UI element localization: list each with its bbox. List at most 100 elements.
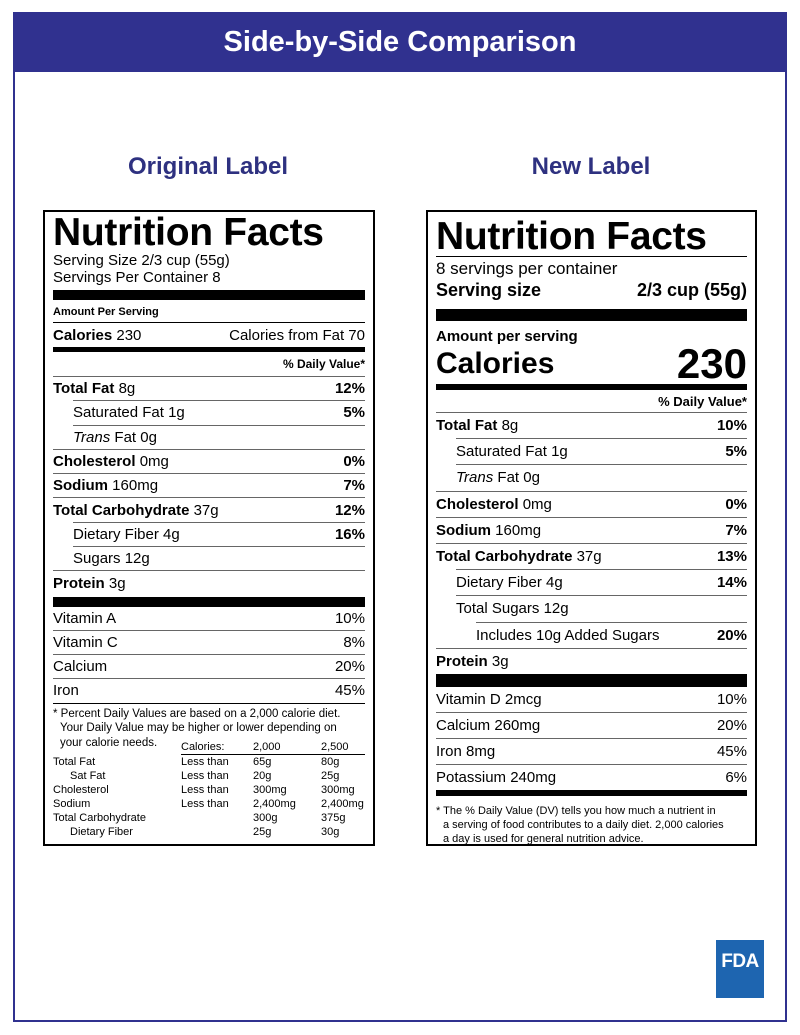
nutrient-amount: 12g <box>124 550 150 568</box>
footnote-line: Your Daily Value may be higher or lower … <box>60 722 337 735</box>
daily-value: 7% <box>725 521 747 539</box>
vitamin-name: Calcium <box>53 657 108 675</box>
new-label: Nutrition Facts 8 servings per container… <box>426 210 757 846</box>
vitamin-name: Vitamin D <box>436 690 501 708</box>
nutrient-label: Total Carbohydrate 37g <box>53 502 219 519</box>
table-cell: 20g <box>253 769 272 782</box>
table-header: Calories: <box>181 736 253 755</box>
nutrient-label: Sodium 160mg <box>436 522 541 539</box>
daily-value: 45% <box>334 681 365 699</box>
nutrient-name: Protein <box>436 652 488 670</box>
bar <box>53 290 365 300</box>
table-cell: 65g <box>253 755 272 768</box>
frame <box>13 12 787 1022</box>
nutrient-name: Protein <box>53 574 105 592</box>
reference-table: your calorie needs. Calories: 2,000 2,50… <box>53 736 365 839</box>
footnote-line: a day is used for general nutrition advi… <box>443 832 644 845</box>
nutrient-amount: 160mg <box>495 521 542 539</box>
nutrient-row: Includes 10g Added Sugars 20% <box>476 621 747 648</box>
daily-value-header: % Daily Value* <box>658 394 747 409</box>
nutrient-amount: 8g <box>501 417 519 435</box>
serving-size-amount: 2/3 cup (55g) <box>636 280 747 300</box>
nutrient-label: Protein 3g <box>53 575 126 592</box>
nutrient-row: Total Carbohydrate 37g 13% <box>436 542 747 569</box>
nutrient-row: Saturated Fat 1g 5% <box>456 438 747 464</box>
nutrient-name: Sodium <box>436 521 491 539</box>
nutrient-amount: 8g <box>118 380 136 398</box>
daily-value: 5% <box>725 443 747 461</box>
header-title: Side-by-Side Comparison <box>13 12 787 72</box>
nutrient-label: Dietary Fiber 4g <box>456 574 563 591</box>
daily-value-header: % Daily Value* <box>282 357 365 371</box>
table-cell: 300mg <box>253 783 287 796</box>
serving-size: Serving Size 2/3 cup (55g) <box>53 252 230 269</box>
bar <box>53 347 365 352</box>
nutrient-name: Saturated Fat <box>456 443 547 461</box>
nutrient-label: Total Sugars 12g <box>456 600 569 617</box>
label-heading: New Label <box>531 153 651 180</box>
nutrient-label: Cholesterol 0mg <box>53 453 169 470</box>
nutrient-name: Cholesterol <box>436 495 519 513</box>
vitamin-amount: 260mg <box>494 716 541 734</box>
table-cell: Dietary Fiber <box>70 825 133 838</box>
nutrient-row: Sodium 160mg 7% <box>53 473 365 497</box>
nutrient-row: Total Carbohydrate 37g 12% <box>53 497 365 521</box>
bar <box>436 673 747 687</box>
daily-value: 16% <box>334 525 365 543</box>
vitamin-row: Calcium 20% <box>53 653 365 678</box>
table-cell: Less than <box>181 755 229 768</box>
table-cell: 30g <box>321 825 340 838</box>
table-cell: Less than <box>181 769 229 782</box>
nutrient-label: Saturated Fat 1g <box>456 443 568 460</box>
nutrient-amount: 0mg <box>139 453 169 471</box>
vitamin-row: Calcium 260mg 20% <box>436 711 747 738</box>
nutrient-label: Protein 3g <box>436 653 509 670</box>
nutrient-amount: 12g <box>543 600 569 618</box>
nutrient-label: Sodium 160mg <box>53 477 158 494</box>
table-cell: Total Fat <box>53 755 96 768</box>
nutrient-label: Trans Fat 0g <box>456 469 540 486</box>
daily-value: 20% <box>716 626 747 644</box>
nutrient-name: Dietary Fiber <box>456 574 542 592</box>
vitamin-name: Vitamin A <box>53 609 117 627</box>
vitamin-row: Vitamin D 2mcg 10% <box>436 687 747 712</box>
nutrient-label: Cholesterol 0mg <box>436 496 552 513</box>
footnote-line: your calorie needs. <box>60 736 158 749</box>
amount-per-serving: Amount Per Serving <box>53 300 365 323</box>
vitamin-label: Calcium <box>53 658 107 675</box>
servings-per-container: Servings Per Container 8 <box>53 269 221 286</box>
nutrient-row: Cholesterol 0mg 0% <box>436 490 747 517</box>
nutrient-name: Fat <box>497 469 520 487</box>
vitamin-row: Potassium 240mg 6% <box>436 763 747 790</box>
nutrient-label: Total Fat 8g <box>436 417 518 434</box>
nutrient-amount: 37g <box>193 501 219 519</box>
nutrient-name: Total Carbohydrate <box>53 501 190 519</box>
nutrient-name-italic: Trans <box>456 469 494 487</box>
nutrient-amount: 0g <box>140 428 157 446</box>
bar <box>436 309 747 321</box>
table-cell: Less than <box>181 797 229 810</box>
nutrient-name: Total Fat <box>436 417 498 435</box>
daily-value: 12% <box>334 380 365 398</box>
nutrient-name: Saturated Fat <box>73 404 164 422</box>
daily-value: 13% <box>716 548 747 566</box>
bar <box>436 384 747 390</box>
nutrient-label: Dietary Fiber 4g <box>73 526 180 543</box>
table-cell: Sat Fat <box>70 769 106 782</box>
nutrient-name: Fat <box>114 428 137 446</box>
nutrient-row: Sodium 160mg 7% <box>436 516 747 543</box>
bar <box>436 789 747 796</box>
nutrient-label: Trans Fat 0g <box>73 429 157 446</box>
vitamin-row: Vitamin A 10% <box>53 607 365 630</box>
table-cell: 300mg <box>321 783 355 796</box>
vitamin-row: Vitamin C 8% <box>53 629 365 654</box>
vitamin-row: Iron 8mg 45% <box>436 737 747 764</box>
daily-value: 10% <box>716 690 747 708</box>
nutrient-name: Sugars <box>73 550 121 568</box>
table-cell: 2,400mg <box>321 797 364 810</box>
nutrient-name: Total Fat <box>53 380 115 398</box>
daily-value: 14% <box>716 574 747 592</box>
vitamin-label: Vitamin D 2mcg <box>436 691 542 708</box>
nutrient-row: Trans Fat 0g <box>456 464 747 490</box>
calories-amount: 230 <box>116 326 142 344</box>
